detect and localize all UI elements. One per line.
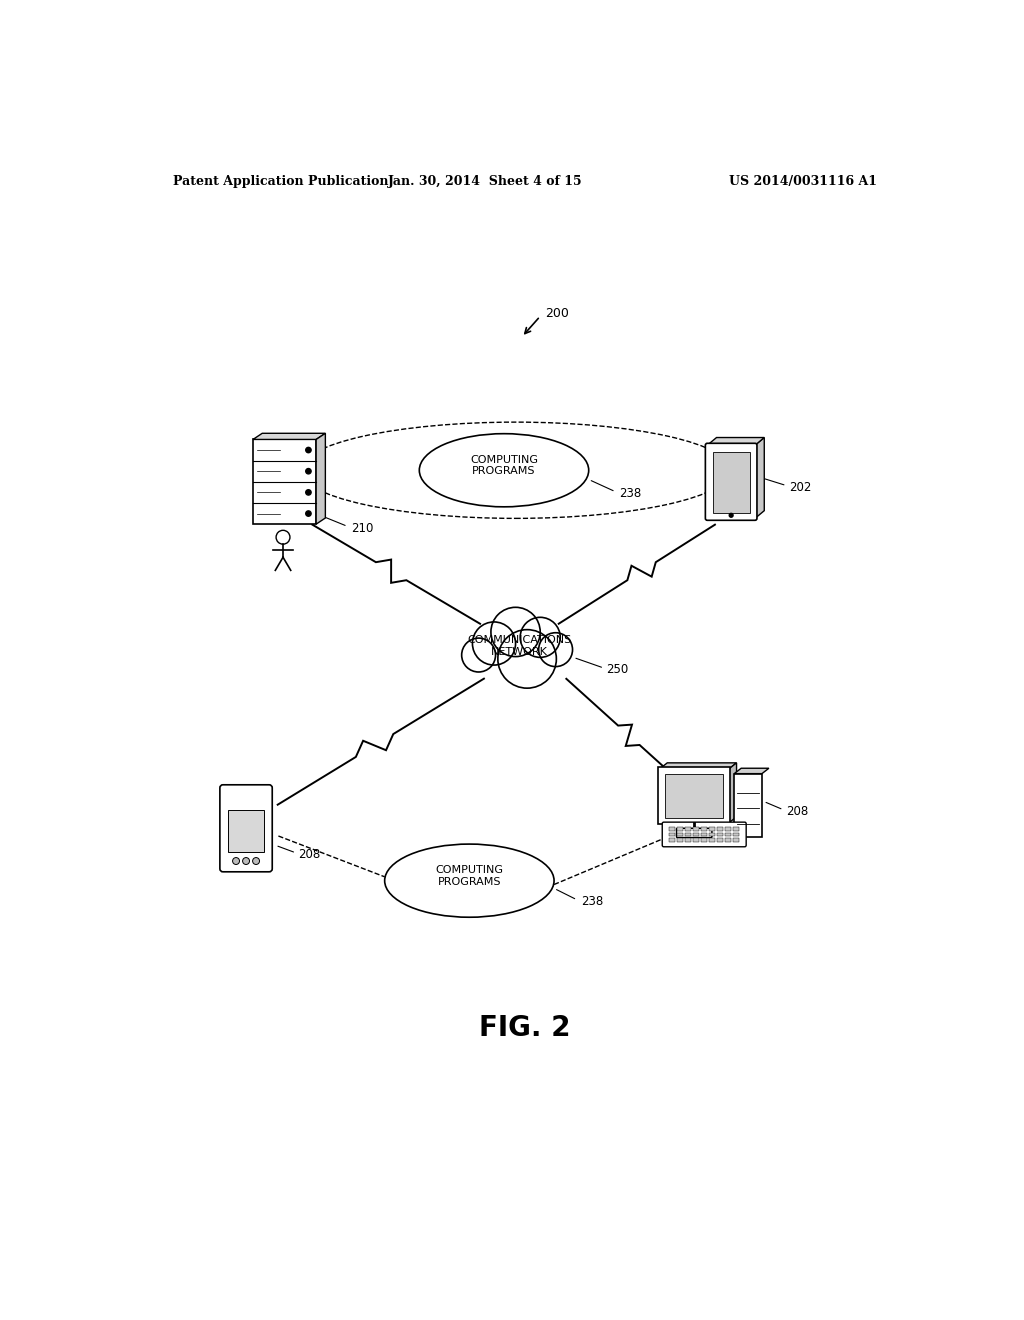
FancyBboxPatch shape [669, 826, 675, 830]
Text: 238: 238 [620, 487, 642, 500]
Text: 238: 238 [581, 895, 603, 908]
Text: 200: 200 [545, 308, 568, 321]
FancyBboxPatch shape [713, 453, 750, 513]
FancyBboxPatch shape [717, 838, 723, 842]
FancyBboxPatch shape [701, 833, 707, 837]
Circle shape [306, 469, 311, 474]
FancyBboxPatch shape [701, 838, 707, 842]
Text: Patent Application Publication: Patent Application Publication [173, 176, 388, 187]
Circle shape [472, 622, 515, 665]
Text: COMPUTING
PROGRAMS: COMPUTING PROGRAMS [435, 865, 504, 887]
FancyBboxPatch shape [710, 838, 715, 842]
FancyBboxPatch shape [685, 838, 691, 842]
FancyBboxPatch shape [658, 767, 730, 825]
Polygon shape [659, 763, 736, 770]
FancyBboxPatch shape [693, 826, 699, 830]
Polygon shape [466, 620, 573, 667]
FancyBboxPatch shape [669, 833, 675, 837]
Text: COMPUTING
PROGRAMS: COMPUTING PROGRAMS [470, 455, 538, 477]
FancyBboxPatch shape [725, 826, 731, 830]
Circle shape [462, 638, 496, 672]
Polygon shape [708, 437, 764, 445]
Polygon shape [729, 763, 736, 822]
Circle shape [306, 447, 311, 453]
Text: 210: 210 [351, 521, 373, 535]
FancyBboxPatch shape [220, 785, 272, 871]
FancyBboxPatch shape [733, 833, 739, 837]
FancyBboxPatch shape [710, 826, 715, 830]
FancyBboxPatch shape [733, 838, 739, 842]
FancyBboxPatch shape [725, 838, 731, 842]
FancyBboxPatch shape [677, 838, 683, 842]
Circle shape [520, 618, 560, 657]
Circle shape [243, 858, 250, 865]
Circle shape [232, 858, 240, 865]
FancyBboxPatch shape [685, 833, 691, 837]
Circle shape [539, 632, 572, 667]
FancyBboxPatch shape [669, 838, 675, 842]
FancyBboxPatch shape [717, 833, 723, 837]
Polygon shape [734, 768, 769, 774]
Circle shape [306, 511, 311, 516]
Text: 208: 208 [785, 805, 808, 818]
FancyBboxPatch shape [663, 822, 746, 847]
FancyBboxPatch shape [677, 833, 683, 837]
Circle shape [306, 490, 311, 495]
FancyBboxPatch shape [693, 833, 699, 837]
Circle shape [498, 630, 556, 688]
Polygon shape [253, 433, 326, 440]
FancyBboxPatch shape [677, 829, 712, 838]
Polygon shape [316, 433, 326, 524]
Ellipse shape [419, 434, 589, 507]
Text: 208: 208 [298, 847, 321, 861]
FancyBboxPatch shape [693, 838, 699, 842]
Text: 202: 202 [788, 480, 811, 494]
Circle shape [276, 531, 290, 544]
FancyBboxPatch shape [734, 774, 762, 837]
FancyBboxPatch shape [710, 833, 715, 837]
Text: COMMUNICATIONS
NETWORK: COMMUNICATIONS NETWORK [467, 635, 571, 656]
Text: US 2014/0031116 A1: US 2014/0031116 A1 [729, 176, 878, 187]
Circle shape [253, 858, 259, 865]
FancyBboxPatch shape [717, 826, 723, 830]
FancyBboxPatch shape [706, 444, 757, 520]
FancyBboxPatch shape [665, 775, 724, 817]
FancyBboxPatch shape [677, 826, 683, 830]
Circle shape [729, 513, 733, 517]
FancyBboxPatch shape [701, 826, 707, 830]
FancyBboxPatch shape [733, 826, 739, 830]
FancyBboxPatch shape [253, 440, 316, 524]
FancyBboxPatch shape [685, 826, 691, 830]
Text: Jan. 30, 2014  Sheet 4 of 15: Jan. 30, 2014 Sheet 4 of 15 [387, 176, 582, 187]
Text: 250: 250 [606, 663, 629, 676]
Circle shape [490, 607, 541, 656]
FancyBboxPatch shape [228, 809, 264, 851]
FancyBboxPatch shape [725, 833, 731, 837]
Polygon shape [755, 437, 764, 519]
Text: FIG. 2: FIG. 2 [479, 1015, 570, 1043]
Ellipse shape [385, 843, 554, 917]
